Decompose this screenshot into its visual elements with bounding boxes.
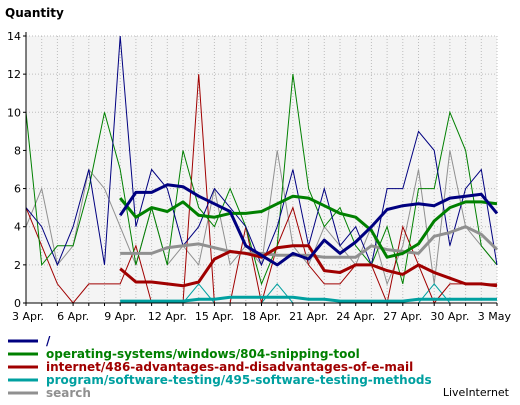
legend-label-1: operating-systems/windows/804-snipping-t… xyxy=(46,347,360,361)
legend-label-2: internet/486-advantages-and-disadvantage… xyxy=(46,360,413,374)
x-tick-label: 27 Apr. xyxy=(383,310,422,323)
series-0-daily-line xyxy=(25,35,498,267)
watermark: LiveInternet xyxy=(443,386,510,399)
x-tick-label: 12 Apr. xyxy=(148,310,187,323)
y-tick-label: 10 xyxy=(7,106,21,119)
legend-label-4: search xyxy=(46,386,91,400)
legend-label-0: / xyxy=(46,334,51,348)
y-tick-label: 6 xyxy=(14,183,21,196)
x-tick-label: 21 Apr. xyxy=(289,310,328,323)
axes: 0 2 4 6 8 10 12 14 3 Apr. 6 Apr. 9 Apr. 12 Apr. 15 A… xyxy=(7,30,511,323)
series-1-daily-line xyxy=(25,74,498,286)
y-axis-label: Quantity xyxy=(5,6,64,20)
y-tick-label: 8 xyxy=(14,144,21,157)
x-tick-label: 3 Apr. xyxy=(12,310,44,323)
series-1-average-line xyxy=(119,194,498,259)
x-tick-label: 30 Apr. xyxy=(430,310,469,323)
y-tick-label: 0 xyxy=(14,297,21,310)
legend-label-3: program/software-testing/495-software-te… xyxy=(46,373,432,387)
series-4-average-line xyxy=(120,225,499,259)
y-tick-label: 12 xyxy=(7,68,21,81)
x-tick-label: 18 Apr. xyxy=(242,310,281,323)
series-2-average-line xyxy=(119,244,498,288)
x-tick-label: 24 Apr. xyxy=(336,310,375,323)
legend: /operating-systems/windows/804-snipping-… xyxy=(8,334,432,400)
y-tick-label: 14 xyxy=(7,30,21,43)
series-0-average-line xyxy=(118,183,499,267)
series-3-average-line xyxy=(120,295,497,303)
y-tick-label: 2 xyxy=(14,259,21,272)
x-tick-label: 3 May xyxy=(478,310,512,323)
y-tick-label: 4 xyxy=(14,221,21,234)
x-tick-label: 6 Apr. xyxy=(57,310,89,323)
x-tick-label: 9 Apr. xyxy=(104,310,136,323)
x-tick-label: 15 Apr. xyxy=(195,310,234,323)
